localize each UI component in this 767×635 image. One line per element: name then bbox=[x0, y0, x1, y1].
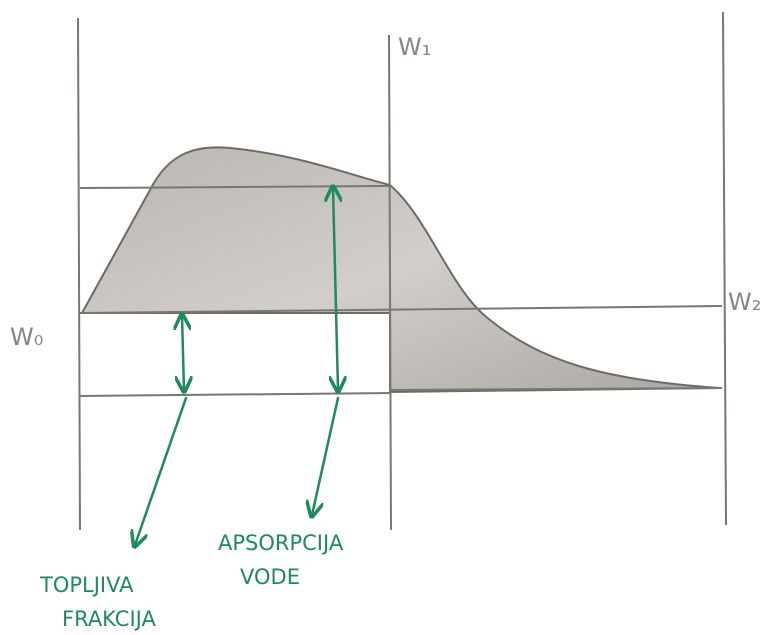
label-w0: W₀ bbox=[10, 323, 43, 351]
pointer-arrow bbox=[312, 396, 340, 515]
horizontal-line bbox=[79, 305, 723, 314]
double-arrow bbox=[182, 316, 184, 390]
label-w2: W₂ bbox=[728, 288, 761, 316]
annotation-line: APSORPCIJA bbox=[218, 531, 344, 555]
horizontal-line bbox=[79, 392, 391, 397]
annotation-line: TOPLJIVA bbox=[39, 573, 134, 597]
horizontal-line bbox=[389, 387, 723, 391]
label-w1: W₁ bbox=[398, 33, 431, 61]
vertical-line bbox=[77, 17, 81, 531]
double-arrow bbox=[333, 188, 338, 390]
annotation-line: VODE bbox=[240, 565, 300, 589]
shaded-area bbox=[80, 146, 721, 394]
pointer-arrow bbox=[135, 396, 188, 545]
vertical-line bbox=[722, 11, 727, 526]
vertical-line bbox=[388, 34, 392, 531]
annotation-line: FRAKCIJA bbox=[62, 607, 156, 631]
